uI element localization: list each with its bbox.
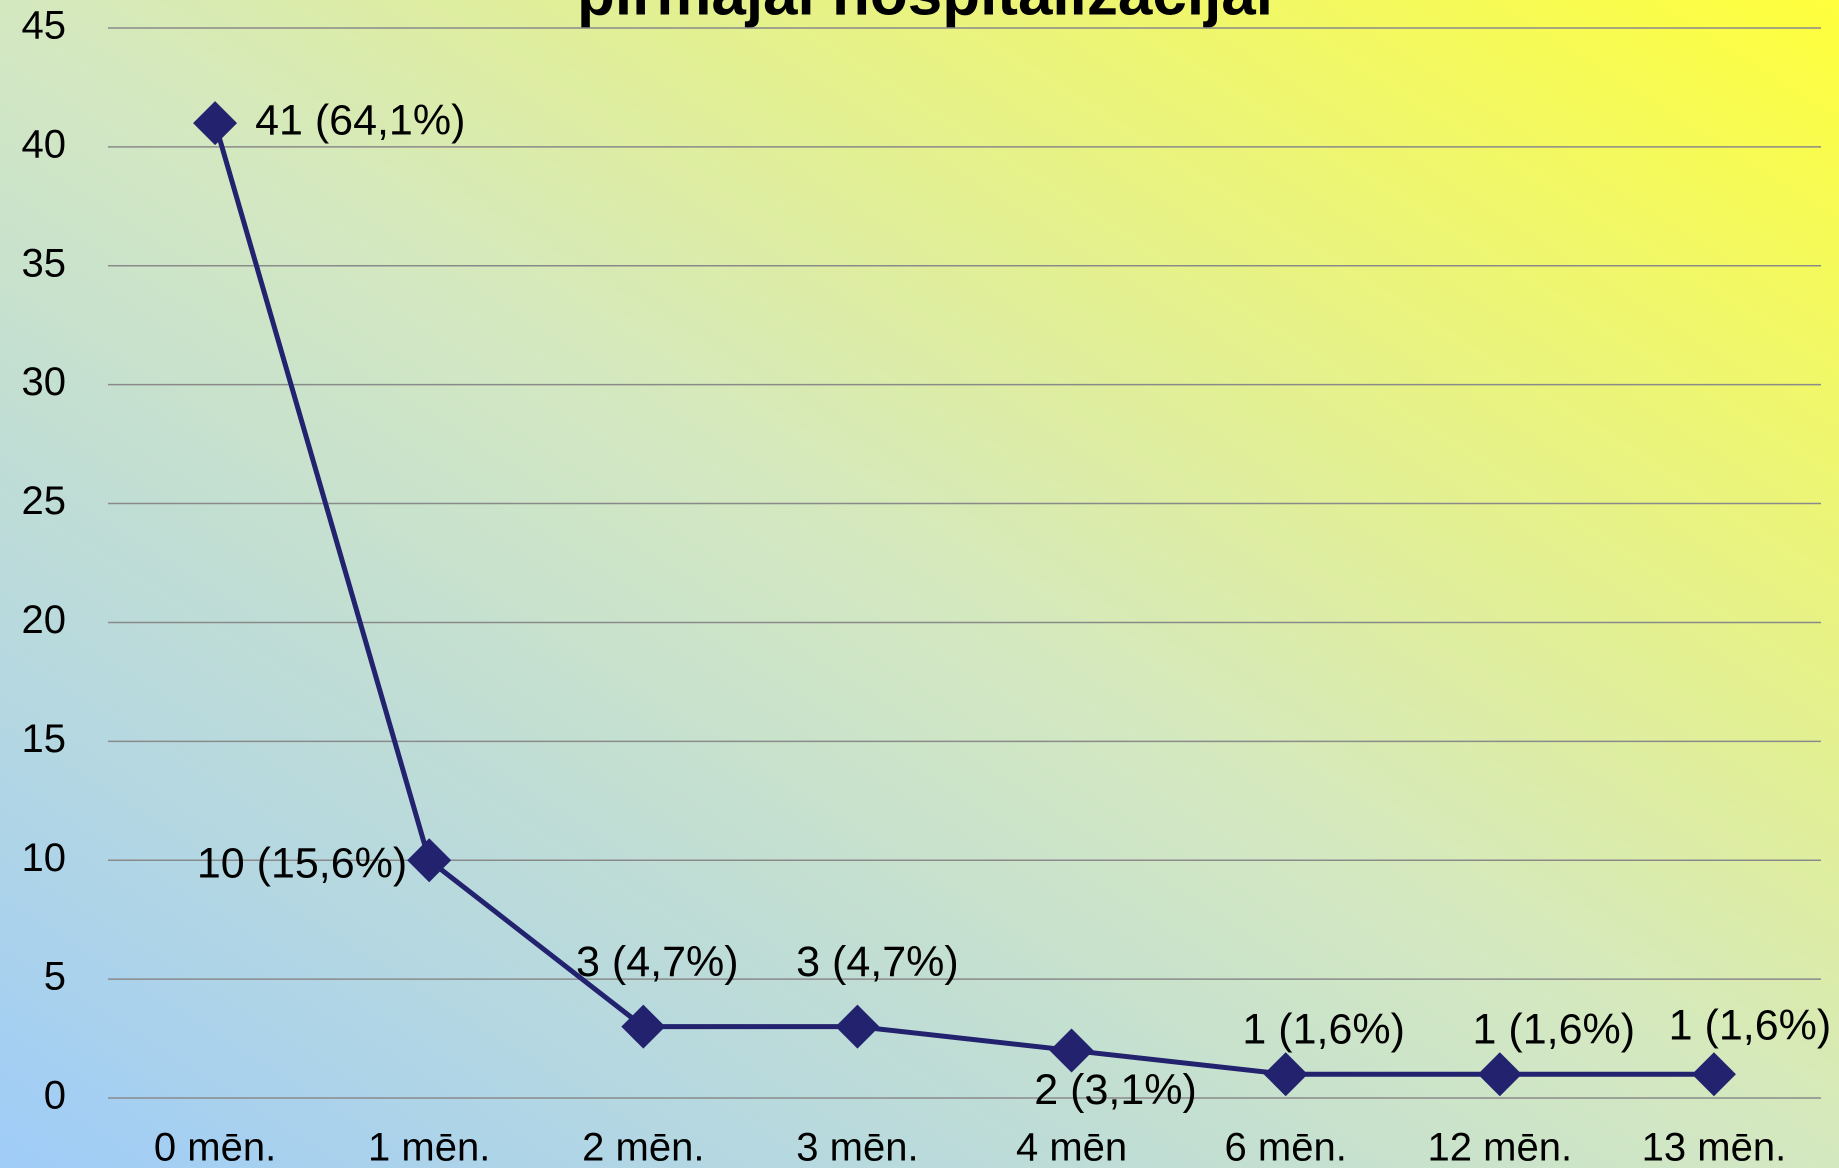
y-tick-label: 0 xyxy=(44,1074,66,1118)
marker xyxy=(621,1004,666,1049)
series-line xyxy=(212,122,1714,1077)
y-tick-label: 20 xyxy=(22,598,67,642)
data-label: 41 (64,1%) xyxy=(255,96,465,144)
marker xyxy=(407,838,452,883)
marker xyxy=(1477,1052,1522,1097)
y-tick-label: 40 xyxy=(22,122,67,166)
marker xyxy=(835,1004,880,1049)
marker xyxy=(1263,1052,1308,1097)
marker xyxy=(1691,1052,1736,1097)
data-label: 1 (1,6%) xyxy=(1473,1006,1636,1054)
x-tick-label: 3 mēn. xyxy=(796,1126,918,1168)
data-label: 1 (1,6%) xyxy=(1242,1006,1405,1054)
y-tick-label: 45 xyxy=(22,4,67,48)
chart-title: pirmajai hospitalizācijai xyxy=(577,0,1273,28)
y-tick-label: 10 xyxy=(22,836,67,880)
y-tick-label: 35 xyxy=(22,241,67,285)
x-tick-label: 12 mēn. xyxy=(1428,1126,1573,1168)
marker xyxy=(1049,1028,1094,1073)
x-tick-label: 1 mēn. xyxy=(368,1126,490,1168)
data-label: 2 (3,1%) xyxy=(1034,1066,1197,1114)
data-label: 3 (4,7%) xyxy=(576,938,739,986)
data-label: 3 (4,7%) xyxy=(796,938,959,986)
x-tick-label: 13 mēn. xyxy=(1642,1126,1787,1168)
x-tick-label: 2 mēn. xyxy=(582,1126,704,1168)
data-label: 1 (1,6%) xyxy=(1669,1002,1832,1050)
y-tick-label: 30 xyxy=(22,360,67,404)
data-label: 10 (15,6%) xyxy=(197,840,407,888)
y-tick-label: 5 xyxy=(44,955,66,999)
y-tick-label: 25 xyxy=(22,479,67,523)
x-tick-label: 0 mēn. xyxy=(154,1126,276,1168)
x-tick-label: 4 mēn xyxy=(1016,1126,1127,1168)
y-tick-label: 15 xyxy=(22,717,67,761)
marker xyxy=(193,101,238,146)
x-tick-label: 6 mēn. xyxy=(1225,1126,1347,1168)
